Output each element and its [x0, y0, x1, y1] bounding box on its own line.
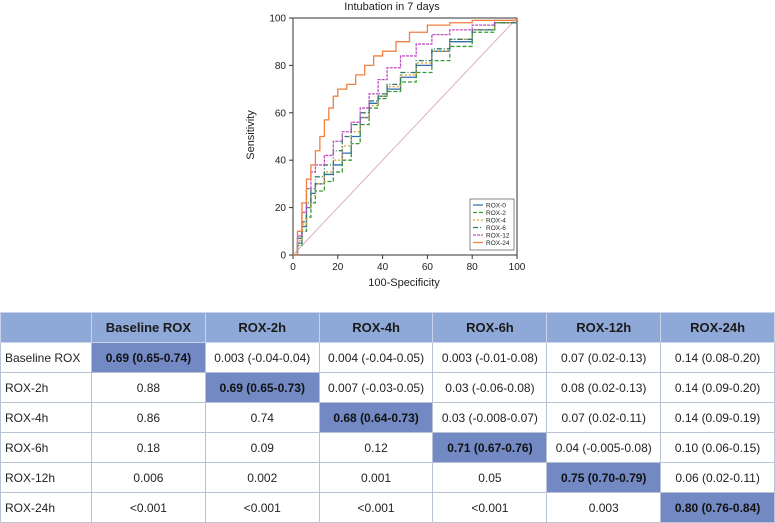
legend-label: ROX-0 — [486, 202, 506, 209]
table-row: ROX-24h <0.001 <0.001 <0.001 <0.001 0.003 0.80… — [0, 492, 775, 523]
table-cell: 0.003 — [546, 492, 662, 523]
row-label: ROX-2h — [0, 372, 92, 403]
table-cell: 0.88 — [91, 372, 206, 403]
reference-diagonal-line — [292, 17, 518, 256]
column-header: ROX-4h — [318, 312, 434, 343]
auc-diagonal-cell: 0.69 (0.65-0.74) — [91, 342, 206, 373]
table-cell: 0.74 — [204, 402, 320, 433]
x-tick-label: 0 — [290, 262, 296, 273]
table-row: ROX-4h 0.86 0.74 0.68 (0.64-0.73) 0.03 (-0.0… — [0, 402, 775, 433]
legend-label: ROX-2 — [486, 210, 506, 217]
y-axis-label: Sensitivity — [245, 110, 257, 160]
column-header: ROX-24h — [660, 312, 775, 343]
y-tick-label: 20 — [275, 203, 287, 214]
roc-line-rox-24 — [293, 18, 518, 256]
table-cell: 0.003 (-0.04-0.04) — [204, 342, 320, 373]
row-label: Baseline ROX — [0, 342, 92, 373]
table-cell: 0.06 (0.02-0.11) — [660, 462, 775, 493]
row-label: ROX-6h — [0, 432, 92, 463]
auc-diagonal-cell: 0.71 (0.67-0.76) — [432, 432, 548, 463]
table-corner-cell — [0, 312, 92, 343]
table-cell: 0.07 (0.02-0.11) — [546, 402, 662, 433]
roc-chart: Intubation in 7 days Sensitivity 100-Spe… — [240, 0, 540, 300]
auc-diagonal-cell: 0.68 (0.64-0.73) — [318, 402, 434, 433]
legend-label: ROX-4 — [486, 217, 506, 224]
roc-line-rox-2 — [293, 18, 518, 256]
table-cell: 0.14 (0.09-0.19) — [660, 402, 775, 433]
y-tick-label: 60 — [275, 108, 287, 119]
column-header: ROX-2h — [204, 312, 320, 343]
table-cell: <0.001 — [204, 492, 320, 523]
table-header-row: Baseline ROX ROX-2h ROX-4h ROX-6h ROX-12… — [0, 312, 775, 343]
table-cell: <0.001 — [432, 492, 548, 523]
table-cell: 0.04 (-0.005-0.08) — [546, 432, 662, 463]
chart-title: Intubation in 7 days — [344, 1, 440, 13]
table-cell: <0.001 — [318, 492, 434, 523]
table-cell: 0.03 (-0.06-0.08) — [432, 372, 548, 403]
table-cell: 0.09 — [204, 432, 320, 463]
table-cell: 0.14 (0.08-0.20) — [660, 342, 775, 373]
y-tick-label: 80 — [275, 61, 287, 72]
table-cell: 0.86 — [91, 402, 206, 433]
y-tick-label: 40 — [275, 156, 287, 167]
row-label: ROX-24h — [0, 492, 92, 523]
table-cell: 0.006 — [91, 462, 206, 493]
table-cell: <0.001 — [91, 492, 206, 523]
auc-diagonal-cell: 0.69 (0.65-0.73) — [204, 372, 320, 403]
plot-area: 0 20 40 60 80 100020406080100ROX-0ROX-2ROX-4R… — [269, 14, 525, 274]
auc-diagonal-cell: 0.80 (0.76-0.84) — [660, 492, 775, 523]
y-tick-label: 0 — [280, 251, 286, 262]
auc-comparison-table: Baseline ROX ROX-2h ROX-4h ROX-6h ROX-12… — [0, 312, 775, 523]
table-cell: 0.001 — [318, 462, 434, 493]
roc-line-rox-12 — [293, 18, 518, 256]
table-row: Baseline ROX 0.69 (0.65-0.74) 0.003 (-0.04… — [0, 342, 775, 373]
table-row: ROX-12h 0.006 0.002 0.001 0.05 0.75 (0.70-0.7… — [0, 462, 775, 493]
table-row: ROX-6h 0.18 0.09 0.12 0.71 (0.67-0.76) 0.04 (… — [0, 432, 775, 463]
table-cell: 0.004 (-0.04-0.05) — [318, 342, 434, 373]
table-cell: 0.003 (-0.01-0.08) — [432, 342, 548, 373]
x-tick-label: 40 — [377, 262, 389, 273]
x-tick-label: 60 — [422, 262, 434, 273]
table-cell: 0.002 — [204, 462, 320, 493]
x-tick-label: 100 — [509, 262, 526, 273]
x-tick-label: 80 — [467, 262, 479, 273]
table-cell: 0.08 (0.02-0.13) — [546, 372, 662, 403]
table-cell: 0.10 (0.06-0.15) — [660, 432, 775, 463]
column-header: ROX-12h — [546, 312, 662, 343]
table-cell: 0.18 — [91, 432, 206, 463]
table-row: ROX-2h 0.88 0.69 (0.65-0.73) 0.007 (-0.03-0… — [0, 372, 775, 403]
table-cell: 0.05 — [432, 462, 548, 493]
table-cell: 0.007 (-0.03-0.05) — [318, 372, 434, 403]
row-label: ROX-4h — [0, 402, 92, 433]
x-axis-label: 100-Specificity — [368, 277, 440, 289]
y-tick-label: 100 — [269, 14, 286, 25]
legend-label: ROX-12 — [486, 232, 510, 239]
table-cell: 0.07 (0.02-0.13) — [546, 342, 662, 373]
table-cell: 0.14 (0.09-0.20) — [660, 372, 775, 403]
row-label: ROX-12h — [0, 462, 92, 493]
table-cell: 0.03 (-0.008-0.07) — [432, 402, 548, 433]
x-tick-label: 20 — [332, 262, 344, 273]
legend-label: ROX-6 — [486, 225, 506, 232]
column-header: Baseline ROX — [91, 312, 206, 343]
column-header: ROX-6h — [432, 312, 548, 343]
table-cell: 0.12 — [318, 432, 434, 463]
legend-label: ROX-24 — [486, 240, 510, 247]
legend-box — [469, 198, 515, 251]
auc-diagonal-cell: 0.75 (0.70-0.79) — [546, 462, 662, 493]
roc-chart-svg: Intubation in 7 days Sensitivity 100-Spe… — [245, 1, 526, 289]
